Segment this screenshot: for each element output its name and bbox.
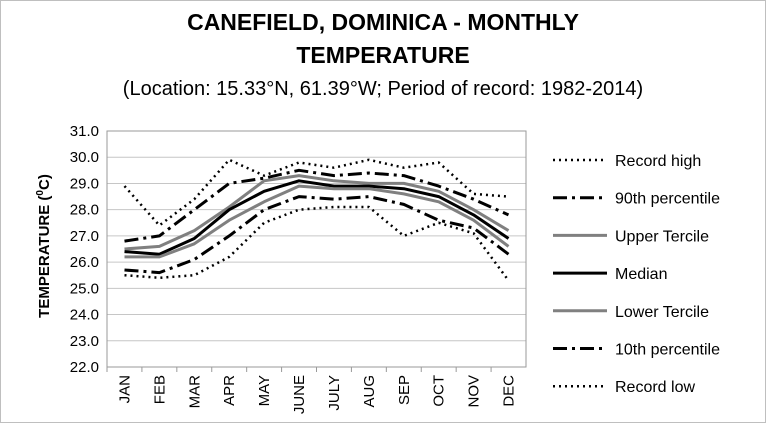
y-tick-label: 22.0 bbox=[70, 359, 99, 376]
series-line-record-high bbox=[123, 158, 509, 227]
y-tick-label: 27.0 bbox=[70, 228, 99, 245]
y-axis-label-main: TEMPERATURE ( bbox=[36, 196, 53, 318]
legend-label: Median bbox=[615, 266, 667, 283]
chart-title-line1: CANEFIELD, DOMINICA - MONTHLY bbox=[187, 9, 579, 35]
legend-label: Record high bbox=[615, 153, 701, 170]
y-tick-label: 29.0 bbox=[70, 175, 99, 192]
legend: Record high 90th percentile Upper Tercile M… bbox=[553, 153, 720, 396]
x-tick-label: OCT bbox=[431, 375, 448, 407]
x-tick-label: JULY bbox=[326, 375, 343, 411]
x-tick-label: NOV bbox=[466, 375, 483, 408]
legend-label: Upper Tercile bbox=[615, 228, 709, 245]
series-line-median bbox=[124, 179, 510, 256]
gridlines bbox=[106, 130, 527, 368]
series-line-upper-tercile bbox=[124, 174, 510, 251]
x-tick-label: SEP bbox=[396, 375, 413, 405]
y-tick-label: 28.0 bbox=[70, 202, 99, 219]
x-tick-label: MAR bbox=[186, 375, 203, 409]
y-tick-label: 25.0 bbox=[70, 280, 99, 297]
y-axis-label: TEMPERATURE (0C) bbox=[35, 174, 53, 318]
legend-label: 90th percentile bbox=[615, 191, 720, 208]
chart-title-line2: TEMPERATURE bbox=[296, 42, 470, 68]
series-lines bbox=[123, 158, 510, 282]
series-line-lower-tercile bbox=[124, 184, 510, 259]
x-tick-label: FEB bbox=[151, 375, 168, 404]
y-tick-label: 30.0 bbox=[70, 149, 99, 166]
x-tick-label: JUNE bbox=[291, 375, 308, 414]
x-tick-label: MAY bbox=[256, 375, 273, 406]
chart-subtitle: (Location: 15.33°N, 61.39°W; Period of r… bbox=[122, 78, 644, 100]
y-tick-label: 23.0 bbox=[70, 333, 99, 350]
x-tick-label: DEC bbox=[501, 375, 518, 407]
legend-label: Record low bbox=[615, 379, 695, 396]
series-line-10th-percentile bbox=[124, 195, 510, 275]
series-line-record-low bbox=[124, 205, 510, 282]
x-tick-label: JAN bbox=[116, 375, 133, 403]
series-line-90th-percentile bbox=[124, 168, 510, 243]
y-tick-label: 26.0 bbox=[70, 254, 99, 271]
y-tick-label: 31.0 bbox=[70, 123, 99, 140]
legend-label: 10th percentile bbox=[615, 342, 720, 359]
x-tick-label: APR bbox=[221, 375, 238, 406]
x-tick-labels: JAN FEB MAR APR MAY JUNE JULY AUG SEP OCT NOV DEC bbox=[106, 367, 518, 414]
x-tick-label: AUG bbox=[361, 375, 378, 408]
y-tick-labels: 22.0 23.0 24.0 25.0 26.0 27.0 28.0 29.0 30.0 31.0 bbox=[70, 123, 99, 376]
y-axis-label-end: C) bbox=[36, 174, 53, 190]
y-tick-label: 24.0 bbox=[70, 307, 99, 324]
y-axis-label-superscript: 0 bbox=[35, 190, 46, 196]
legend-label: Lower Tercile bbox=[615, 304, 709, 321]
